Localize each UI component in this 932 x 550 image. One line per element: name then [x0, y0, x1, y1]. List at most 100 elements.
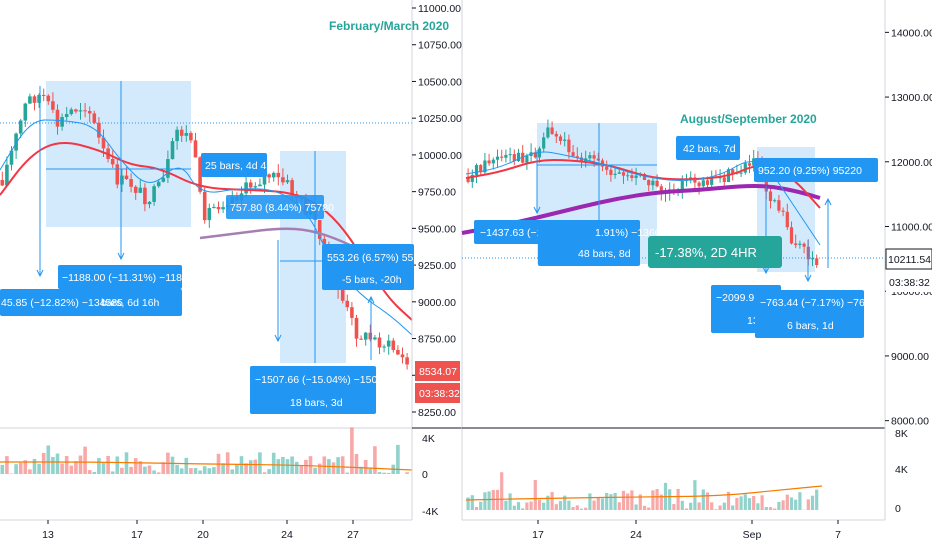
right-candle — [785, 211, 789, 228]
right-candle — [705, 180, 710, 185]
right-volume-bar — [714, 509, 718, 510]
right-volume-bar — [626, 493, 630, 510]
left-volume-bar — [110, 471, 115, 474]
right-candle — [483, 160, 487, 173]
left-volume-bar — [363, 460, 368, 474]
right-volume-bar — [638, 494, 642, 510]
right-ytick-label: 11000.00 — [891, 222, 932, 234]
right-volume-bar — [815, 489, 819, 510]
right-volume-bar — [752, 495, 756, 510]
left-volume-bar — [248, 460, 253, 474]
svg-text:03:38:32: 03:38:32 — [419, 388, 460, 400]
right-volume-bar — [554, 504, 558, 510]
right-measure-label-2: 952.20 (9.25%) 95220 — [754, 158, 878, 182]
right-volume-bar — [500, 472, 504, 510]
right-candle — [739, 172, 743, 174]
right-xtick-label: 17 — [532, 529, 544, 541]
left-candle — [18, 120, 23, 134]
left-xtick-label: 13 — [42, 529, 54, 541]
right-measure-label-6: −763.44 (−7.17%) −76344 6 bars, 1d — [755, 290, 882, 338]
left-candle — [386, 340, 391, 347]
left-candle — [253, 186, 258, 188]
left-volume-bar — [239, 456, 244, 474]
left-candle — [290, 180, 294, 195]
right-candle — [621, 172, 626, 176]
right-volume-bar — [651, 490, 655, 510]
left-volume-ma-line — [0, 461, 413, 471]
right-candle — [470, 174, 474, 182]
left-volume-bar — [32, 458, 37, 474]
left-chart-title: February/March 2020 — [329, 19, 449, 33]
left-candle — [46, 95, 51, 102]
right-volume-bar — [777, 501, 781, 510]
left-candle — [400, 354, 405, 358]
right-candle — [521, 152, 525, 163]
left-volume-bar — [138, 461, 143, 474]
left-volume-bar — [189, 468, 193, 474]
right-volume-bar — [647, 507, 651, 510]
right-volume-bar — [743, 494, 747, 510]
left-volume-bar — [46, 445, 51, 474]
right-volume-bar — [487, 491, 491, 510]
left-ytick-label: 10250.00 — [418, 113, 462, 125]
right-candle — [651, 180, 655, 186]
left-candle — [322, 238, 327, 245]
left-volume-tick-label: 4K — [422, 433, 435, 445]
right-candle — [789, 227, 794, 244]
right-candle — [655, 180, 659, 187]
left-candle — [5, 164, 9, 186]
left-xtick-label: 27 — [347, 529, 359, 541]
left-volume-bar — [202, 466, 207, 474]
left-candle — [189, 133, 193, 141]
left-xtick-label: 17 — [131, 529, 143, 541]
left-candle — [198, 157, 202, 192]
left-volume-bar — [74, 461, 78, 474]
right-candle — [722, 177, 726, 182]
right-candle — [512, 154, 516, 161]
right-candle — [533, 152, 537, 158]
right-volume-bar — [731, 505, 735, 510]
right-volume-bar — [773, 508, 777, 510]
left-volume-bar — [271, 452, 276, 474]
left-volume-tick-label: -4K — [422, 506, 438, 518]
right-candle — [815, 258, 819, 266]
left-candle — [212, 206, 216, 208]
right-candle — [634, 175, 638, 178]
left-candle — [345, 300, 350, 308]
left-candle — [138, 187, 143, 193]
right-volume-bar — [571, 506, 575, 510]
left-volume-bar — [14, 464, 18, 474]
left-candle — [340, 289, 345, 301]
right-candle — [701, 180, 705, 187]
left-volume-bar — [23, 460, 28, 474]
left-candle — [152, 186, 156, 202]
right-xtick-label: Sep — [743, 529, 762, 541]
left-volume-bar — [83, 446, 87, 474]
left-countdown-tag: 03:38:32 — [415, 383, 460, 403]
right-candle — [659, 186, 663, 194]
left-volume-bar — [212, 467, 216, 474]
left-volume-bar — [354, 453, 359, 474]
left-price-axis: 11000.00 10750.00 10500.00 10250.00 10000.00… — [411, 0, 462, 520]
left-volume-bar — [101, 463, 106, 474]
left-candle — [216, 206, 221, 210]
right-candle — [495, 156, 500, 160]
left-ytick-label: 9750.00 — [418, 187, 456, 199]
left-candle — [175, 129, 179, 142]
left-volume-bar — [87, 470, 92, 474]
right-volume-bar — [756, 503, 760, 510]
right-volume-bar — [701, 489, 705, 510]
left-ytick-label: 11000.00 — [418, 3, 461, 15]
right-candle — [479, 165, 483, 173]
right-volume-bar — [659, 494, 663, 510]
left-candle — [60, 117, 64, 127]
left-volume-bar — [336, 457, 340, 474]
right-candle — [542, 137, 546, 149]
left-volume-bar — [41, 452, 46, 474]
right-volume-bar — [655, 489, 659, 510]
right-volume-bar — [689, 502, 693, 510]
right-candle — [794, 243, 798, 245]
left-candle — [110, 158, 115, 165]
right-candle — [596, 158, 600, 161]
right-volume-bar — [806, 499, 810, 510]
